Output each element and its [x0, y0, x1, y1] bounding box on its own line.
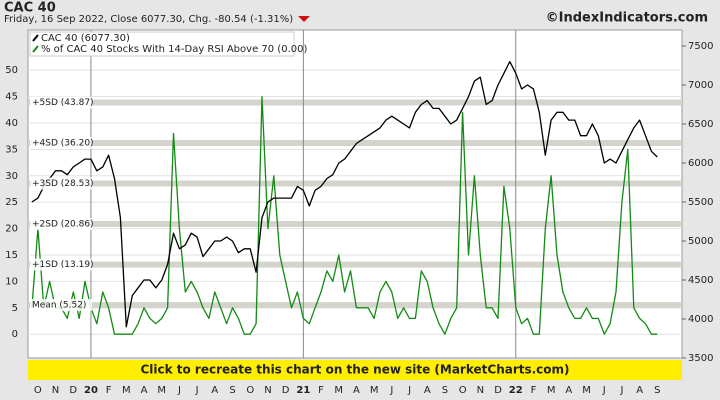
series-line: [31, 60, 658, 328]
y-tick-label: 15: [5, 250, 18, 261]
chart-title: CAC 40: [4, 1, 56, 16]
x-tick-label: J: [619, 385, 623, 396]
legend-swatch: [32, 45, 39, 53]
legend-label: % of CAC 40 Stocks With 14-Day RSI Above…: [41, 44, 307, 55]
y2-tick-label: 7000: [688, 80, 713, 91]
band-label: Mean (5.52): [32, 301, 86, 311]
x-tick-label: M: [122, 385, 131, 396]
x-tick-label: J: [407, 385, 411, 396]
x-tick-label: M: [547, 385, 556, 396]
x-tick-label: A: [211, 385, 218, 396]
y2-tick-label: 6000: [688, 158, 713, 169]
x-tick-label: O: [246, 385, 254, 396]
y2-tick-label: 4000: [688, 314, 713, 325]
x-tick-label: A: [636, 385, 643, 396]
x-tick-label: N: [477, 385, 484, 396]
plot: 0 5 10 15 20 25 30 35 40 45 50 3500 4000 4500 5000 5500…: [5, 30, 713, 396]
x-tick-label: D: [494, 385, 502, 396]
y2-tick-label: 6500: [688, 119, 713, 130]
x-tick-label: J: [602, 385, 606, 396]
source: ©IndexIndicators.com: [546, 11, 708, 26]
band-label: +5SD (43.87): [32, 98, 94, 108]
band-label-bg: [30, 218, 92, 231]
y-tick-label: 35: [5, 144, 18, 155]
banner[interactable]: Click to recreate this chart on the new …: [140, 363, 569, 377]
y2-tick-label: 5000: [688, 236, 713, 247]
x-tick-label: N: [52, 385, 59, 396]
x-tick-label: A: [424, 385, 431, 396]
band-label: +3SD (28.53): [32, 179, 94, 189]
band-label: +1SD (13.19): [32, 260, 94, 270]
x-tick-label: A: [565, 385, 572, 396]
y2-tick-label: 7500: [688, 41, 713, 52]
band-label-bg: [30, 258, 92, 271]
y2-tick-label: 3500: [688, 353, 713, 364]
band-label-bg: [30, 299, 92, 312]
x-tick-label: F: [318, 385, 324, 396]
x-tick-label: S: [654, 385, 660, 396]
y-tick-label: 50: [5, 65, 18, 76]
down-arrow: [298, 16, 310, 22]
x-tick-label: M: [370, 385, 379, 396]
band-label-bg: [30, 137, 92, 150]
banner-box[interactable]: [28, 360, 682, 380]
y-tick-label: 45: [5, 92, 18, 103]
x-tick-label: J: [177, 385, 181, 396]
band-label-bg: [30, 177, 92, 190]
legend-label: CAC 40 (6077.30): [41, 33, 130, 44]
y-tick-label: 25: [5, 197, 18, 208]
x-tick-label: S: [229, 385, 235, 396]
y2-tick-label: 4500: [688, 275, 713, 286]
x-tick-label: 20: [84, 385, 98, 396]
band-label: +2SD (20.86): [32, 220, 94, 230]
x-tick-label: J: [195, 385, 199, 396]
y-tick-label: 20: [5, 224, 18, 235]
y-tick-label: 0: [12, 329, 18, 340]
subtitle: Friday, 16 Sep 2022, Close 6077.30, Chg.…: [4, 14, 293, 25]
x-tick-label: M: [157, 385, 166, 396]
legend-box: [29, 31, 295, 57]
x-tick-label: M: [582, 385, 591, 396]
x-tick-label: O: [459, 385, 467, 396]
y-tick-label: 40: [5, 118, 18, 129]
x-tick-label: J: [389, 385, 393, 396]
x-tick-label: M: [334, 385, 343, 396]
y2-tick-label: 5500: [688, 197, 713, 208]
x-tick-label: F: [106, 385, 112, 396]
y-tick-label: 30: [5, 171, 18, 182]
x-tick-label: S: [442, 385, 448, 396]
legend-swatch: [32, 34, 39, 42]
x-tick-label: O: [34, 385, 42, 396]
y-tick-label: 5: [12, 303, 18, 314]
x-tick-label: A: [141, 385, 148, 396]
x-tick-label: F: [531, 385, 537, 396]
x-tick-label: D: [282, 385, 290, 396]
x-tick-label: D: [69, 385, 77, 396]
plot-area: [27, 29, 683, 359]
band-label: +4SD (36.20): [32, 139, 94, 149]
series-line: [31, 95, 658, 335]
x-tick-label: 21: [296, 385, 310, 396]
x-tick-label: 22: [509, 385, 523, 396]
band-label-bg: [30, 96, 92, 109]
y-tick-label: 10: [5, 276, 18, 287]
x-tick-label: A: [353, 385, 360, 396]
x-tick-label: N: [264, 385, 271, 396]
